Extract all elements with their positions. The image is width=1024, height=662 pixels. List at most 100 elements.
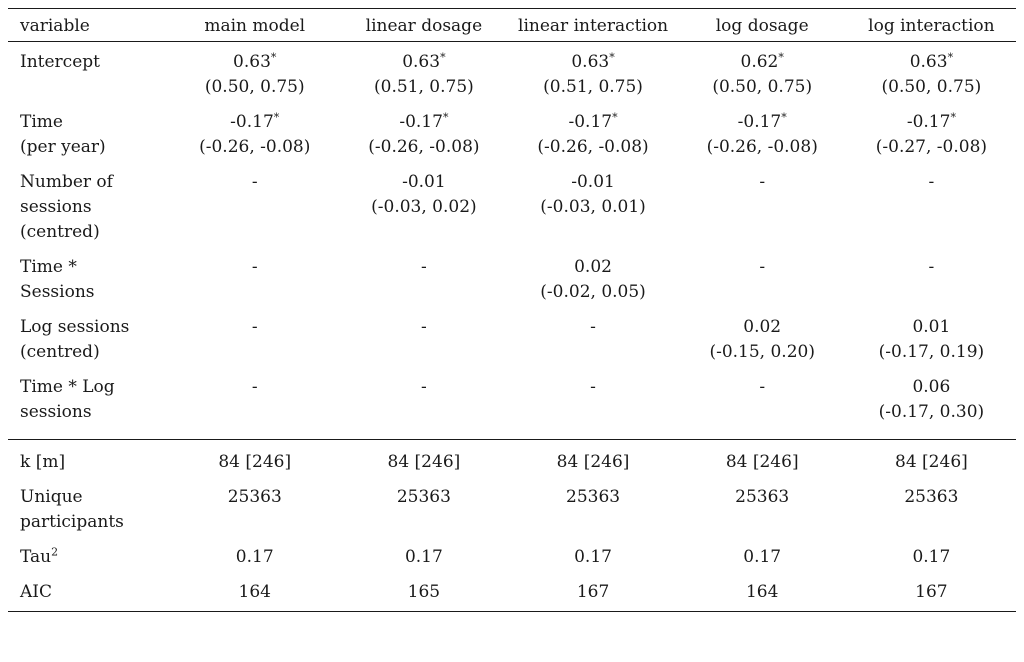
significance-marker: *: [950, 111, 956, 124]
estimate-line: 0.62*: [682, 50, 843, 75]
confidence-interval: (-0.26, -0.08): [537, 137, 649, 157]
estimate-value: -0.17: [568, 112, 613, 132]
coefficient-row: Time * Log sessions - - - - 0.06 (-0.17, 0.30): [8, 375, 1016, 440]
significance-marker: *: [442, 111, 449, 124]
coefficient-cell: -: [678, 375, 847, 440]
statistic-label: Tau2: [8, 545, 170, 580]
confidence-interval: (0.51, 0.75): [543, 77, 643, 97]
estimate-value: -: [421, 257, 427, 277]
estimate-line: 0.63*: [851, 50, 1012, 75]
statistic-value: 25363: [735, 487, 790, 507]
variable-label-line: Number of: [20, 172, 113, 192]
fit-stat-row: Unique participants 25363 25363 25363 25363 25…: [8, 485, 1016, 545]
estimate-line: -: [343, 255, 504, 280]
estimate-value: 0.63: [571, 52, 610, 72]
variable-label-line: (centred): [20, 222, 100, 242]
estimate-value: -0.17: [399, 112, 443, 132]
estimate-line: -: [682, 375, 843, 400]
coefficient-cell: -: [170, 315, 339, 375]
significance-marker: *: [947, 51, 954, 64]
coefficient-cell: 0.63* (0.51, 0.75): [508, 42, 677, 111]
estimate-value: -: [759, 257, 766, 277]
statistic-label-line: Tau2: [20, 545, 166, 570]
statistic-value: 0.17: [743, 547, 782, 567]
estimate-line: -: [174, 170, 335, 195]
coefficient-cell: -: [170, 375, 339, 440]
estimate-line: -0.17*: [174, 110, 335, 135]
coefficient-row: Intercept 0.63* (0.50, 0.75) 0.63* (0.51, 0.…: [8, 42, 1016, 111]
header-row: variable main model linear dosage linear…: [8, 8, 1016, 42]
variable-label-line: Time *: [20, 257, 77, 277]
coefficient-cell: 0.63* (0.50, 0.75): [170, 42, 339, 111]
estimate-value: -: [421, 317, 427, 337]
confidence-interval: (-0.26, -0.08): [368, 137, 480, 157]
estimate-line: 0.02: [512, 255, 673, 280]
estimate-value: -: [251, 377, 258, 397]
variable-label-line: Time: [20, 112, 63, 132]
confidence-interval: (-0.17, 0.19): [878, 342, 985, 362]
coefficient-cell: -0.01 (-0.03, 0.02): [339, 170, 508, 255]
confidence-interval: (-0.03, 0.02): [371, 197, 477, 217]
coefficient-cell: 0.01 (-0.17, 0.19): [847, 315, 1016, 375]
statistic-label-line: Unique: [20, 487, 83, 507]
estimate-value: 0.62: [740, 52, 779, 72]
statistic-value: 84 [246]: [339, 439, 509, 485]
estimate-line: 0.63*: [343, 50, 504, 75]
statistic-label: AIC: [8, 580, 171, 612]
estimate-value: -: [251, 317, 258, 337]
coefficient-row: Time * Sessions - - 0.02 (-0.02, 0.05) - -: [8, 255, 1016, 315]
statistic-label: k [m]: [8, 439, 171, 485]
statistic-label-line: Tau: [20, 547, 52, 567]
significance-marker: *: [612, 111, 618, 124]
confidence-interval: (-0.02, 0.05): [540, 282, 646, 302]
estimate-value: -: [421, 377, 427, 397]
estimate-line: 0.06: [851, 375, 1012, 400]
variable-label: Intercept: [8, 42, 170, 111]
estimate-line: -0.01: [343, 170, 504, 195]
coefficient-cell: -0.17* (-0.26, -0.08): [508, 110, 677, 170]
estimate-line: -: [682, 255, 843, 280]
variable-label-line: sessions: [20, 197, 92, 217]
confidence-interval: (-0.17, 0.30): [878, 402, 985, 422]
confidence-interval: (-0.26, -0.08): [706, 137, 818, 157]
estimate-line: 0.01: [851, 315, 1012, 340]
estimate-line: 0.63*: [512, 50, 673, 75]
variable-label-line: sessions: [20, 402, 92, 422]
statistic-label-line: AIC: [20, 582, 52, 602]
estimate-value: 0.01: [912, 317, 951, 337]
coefficient-cell: -0.17* (-0.26, -0.08): [678, 110, 847, 170]
confidence-interval: (0.50, 0.75): [712, 77, 813, 97]
coefficient-cell: -0.17* (-0.27, -0.08): [847, 110, 1016, 170]
statistic-value: 84 [246]: [508, 439, 678, 485]
coefficient-cell: -: [847, 255, 1016, 315]
estimate-line: -0.17*: [851, 110, 1012, 135]
coefficient-cell: 0.06 (-0.17, 0.30): [847, 375, 1016, 440]
column-header-variable: variable: [8, 8, 171, 42]
significance-marker: *: [273, 111, 280, 124]
coefficient-cell: -: [847, 170, 1016, 255]
estimate-line: 0.63*: [174, 50, 335, 75]
statistic-value: 165: [339, 580, 509, 612]
estimate-value: -: [759, 172, 766, 192]
column-header-linear-dosage: linear dosage: [339, 8, 509, 42]
statistic-value: 0.17: [574, 547, 612, 567]
superscript: 2: [51, 545, 59, 559]
significance-marker: *: [778, 51, 784, 64]
coefficient-cell: -: [339, 375, 508, 440]
estimate-value: 0.63: [402, 52, 441, 72]
estimate-line: -0.17*: [682, 110, 843, 135]
estimate-line: -: [851, 255, 1012, 280]
statistic-value: 0.17: [235, 547, 274, 567]
coefficient-cell: -: [170, 170, 339, 255]
estimate-line: -: [512, 315, 673, 340]
coefficient-cell: -: [339, 315, 508, 375]
estimate-line: -: [512, 375, 673, 400]
fit-stat-row: k [m] 84 [246] 84 [246] 84 [246] 84 [246] 84 …: [8, 439, 1016, 485]
statistic-label-line: k [m]: [20, 452, 66, 472]
coefficient-cell: -: [678, 255, 847, 315]
coefficient-cell: -: [339, 255, 508, 315]
significance-marker: *: [609, 51, 615, 64]
estimate-value: -: [590, 377, 596, 397]
confidence-interval: (-0.15, 0.20): [709, 342, 815, 362]
confidence-interval: (-0.27, -0.08): [875, 137, 988, 157]
